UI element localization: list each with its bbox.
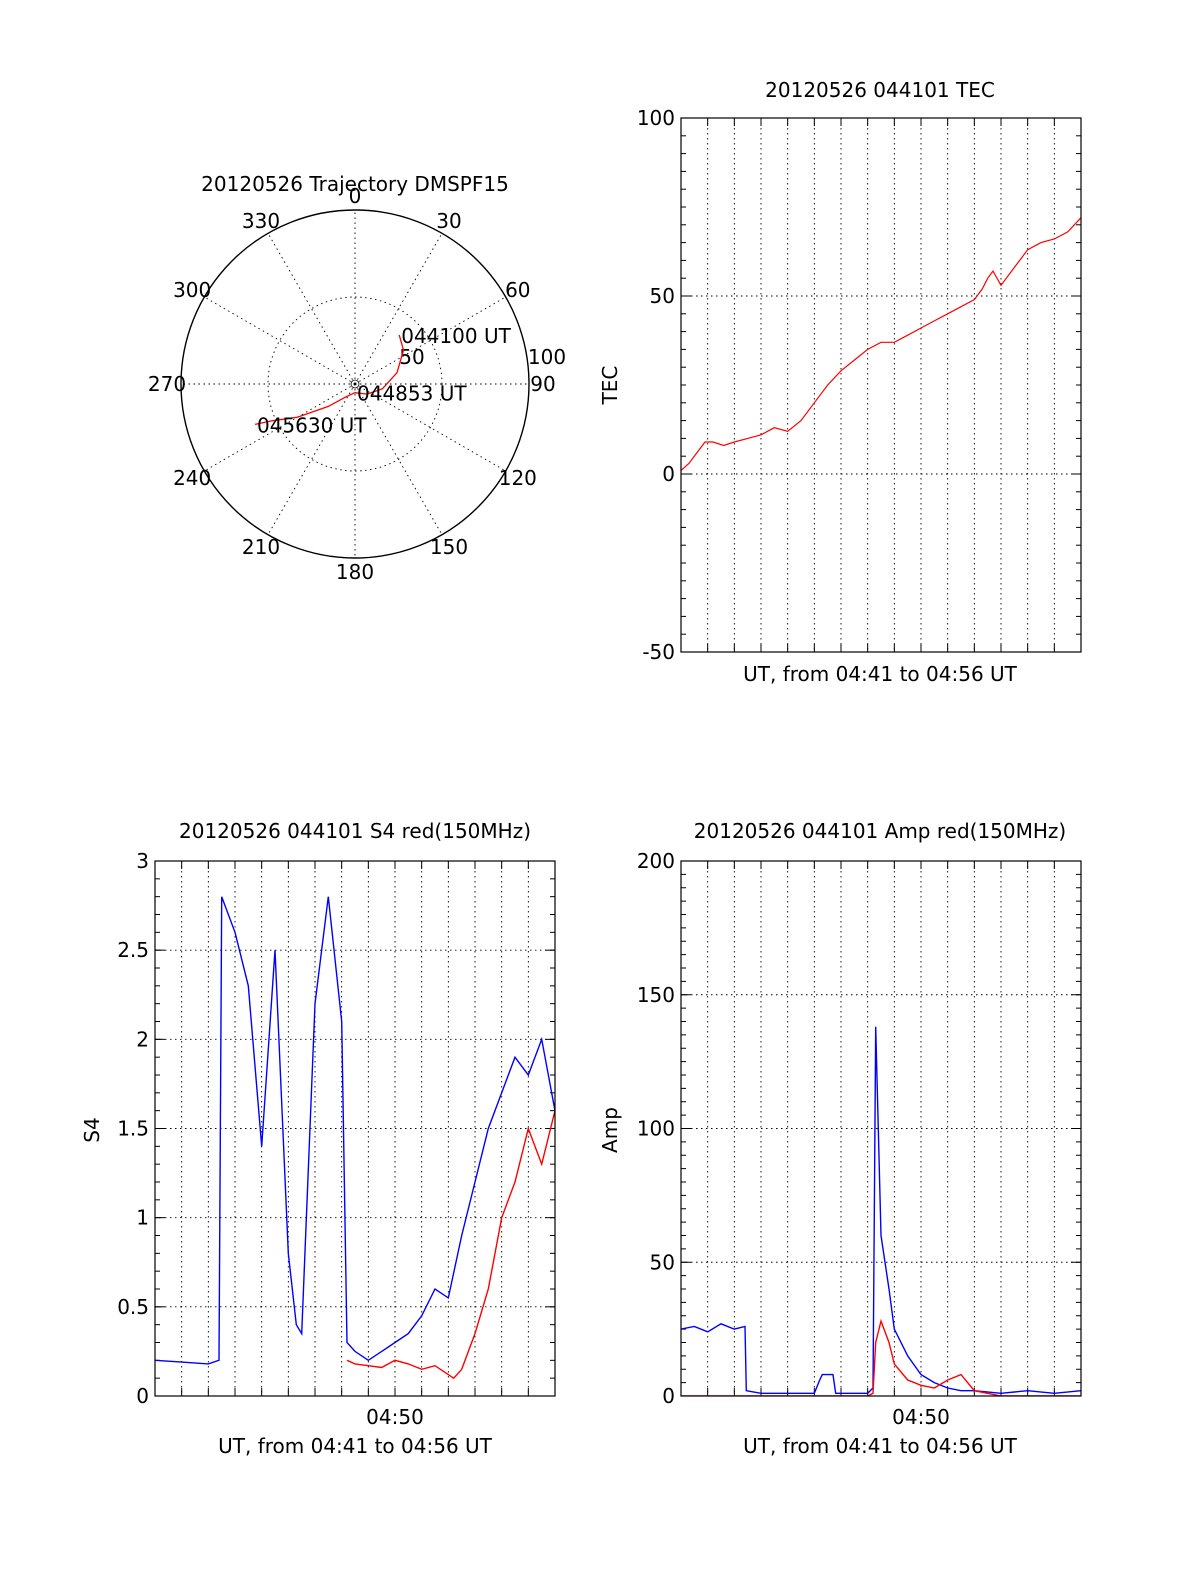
- tec-chart-title: 20120526 044101 TEC: [765, 78, 995, 102]
- polar-spoke: [354, 296, 506, 385]
- y-tick-label: 0: [662, 462, 675, 486]
- amp-chart-title: 20120526 044101 Amp red(150MHz): [694, 819, 1066, 843]
- polar-time-label: 044853 UT: [357, 382, 467, 406]
- y-tick-label: -50: [642, 640, 675, 664]
- y-tick-label: 50: [650, 284, 675, 308]
- polar-inner-ring: [267, 296, 443, 472]
- polar-chart-title: 20120526 Trajectory DMSPF15: [201, 172, 509, 196]
- polar-spoke: [354, 383, 443, 535]
- amp-y-axis-label: Amp: [598, 1107, 622, 1153]
- series-line: [155, 896, 555, 1365]
- polar-azimuth-label: 60: [505, 278, 530, 302]
- polar-time-label: 044100 UT: [401, 324, 511, 348]
- series-line: [681, 1318, 1081, 1396]
- tec-chart: 20120526 044101 TEC -50 0 50 100 TEC UT, fr…: [598, 78, 1082, 686]
- y-tick-label: 100: [637, 1117, 675, 1141]
- tec-y-axis-label: TEC: [598, 366, 622, 406]
- polar-azimuth-label: 120: [499, 466, 537, 490]
- plot-frame: [680, 117, 1082, 653]
- x-tick-label: 04:50: [366, 1405, 424, 1429]
- polar-trajectory-series: [254, 334, 405, 426]
- s4-chart-title: 20120526 044101 S4 red(150MHz): [179, 819, 531, 843]
- polar-azimuth-label: 300: [173, 278, 211, 302]
- polar-spoke: [267, 383, 356, 535]
- polar-time-annotations: 044100 UT 044853 UT 045630 UT: [257, 324, 512, 438]
- y-tick-label: 50: [650, 1250, 675, 1274]
- polar-time-label: 045630 UT: [257, 413, 367, 437]
- tec-plot-area: -50 0 50 100: [637, 106, 1082, 664]
- polar-azimuth-label: 0: [349, 184, 362, 208]
- series-line: [681, 217, 1081, 471]
- polar-azimuth-label: 30: [436, 209, 461, 233]
- series-group: [681, 1026, 1081, 1396]
- plot-frame: [680, 860, 1082, 1397]
- polar-center: [350, 379, 360, 389]
- polar-azimuth-label: 180: [336, 560, 374, 584]
- polar-azimuth-label: 210: [242, 535, 280, 559]
- series-group: [155, 896, 555, 1380]
- s4-plot-area: 0 0.5 1 1.5 2 2.5 3 04:50: [117, 849, 556, 1429]
- series-group: [681, 217, 1081, 471]
- polar-azimuth-label: 240: [173, 466, 211, 490]
- amp-chart: 20120526 044101 Amp red(150MHz) 0 50 100 15…: [598, 819, 1082, 1458]
- s4-x-axis-label: UT, from 04:41 to 04:56 UT: [218, 1434, 493, 1458]
- polar-spoke: [354, 383, 506, 472]
- s4-y-axis-label: S4: [80, 1117, 104, 1142]
- plot-frame: [154, 860, 556, 1397]
- series-line: [681, 1026, 1081, 1395]
- polar-trajectory-line: [254, 334, 405, 426]
- y-tick-label: 200: [637, 849, 675, 873]
- polar-outer-ring: [180, 209, 530, 559]
- x-tick-label: 04:50: [892, 1405, 950, 1429]
- polar-grid: [180, 209, 530, 559]
- polar-spoke: [204, 383, 356, 472]
- y-tick-label: 0: [662, 1384, 675, 1408]
- s4-chart: 20120526 044101 S4 red(150MHz) 0 0.5 1 1.5 2…: [80, 819, 556, 1458]
- tec-x-axis-label: UT, from 04:41 to 04:56 UT: [743, 662, 1018, 686]
- polar-azimuth-label: 330: [242, 209, 280, 233]
- amp-x-axis-label: UT, from 04:41 to 04:56 UT: [743, 1434, 1018, 1458]
- polar-trajectory-chart: 20120526 Trajectory DMSPF15 0 30 60 90 120 15…: [148, 172, 566, 584]
- y-tick-label: 150: [637, 983, 675, 1007]
- y-tick-label: 3: [136, 849, 149, 873]
- y-tick-label: 2.5: [117, 938, 149, 962]
- amp-plot-area: 0 50 100 150 200 04:50: [637, 849, 1082, 1429]
- polar-azimuth-label: 90: [530, 372, 555, 396]
- polar-azimuth-label: 270: [148, 372, 186, 396]
- polar-azimuth-label: 150: [430, 535, 468, 559]
- y-tick-label: 0.5: [117, 1295, 149, 1319]
- polar-spoke: [267, 233, 356, 385]
- polar-spoke: [354, 233, 443, 385]
- series-line: [346, 1110, 555, 1380]
- y-tick-label: 1.5: [117, 1117, 149, 1141]
- y-tick-label: 0: [136, 1384, 149, 1408]
- y-tick-label: 1: [136, 1206, 149, 1230]
- polar-radial-label: 100: [528, 345, 566, 369]
- y-tick-label: 100: [637, 106, 675, 130]
- polar-spoke: [204, 296, 356, 385]
- y-tick-label: 2: [136, 1027, 149, 1051]
